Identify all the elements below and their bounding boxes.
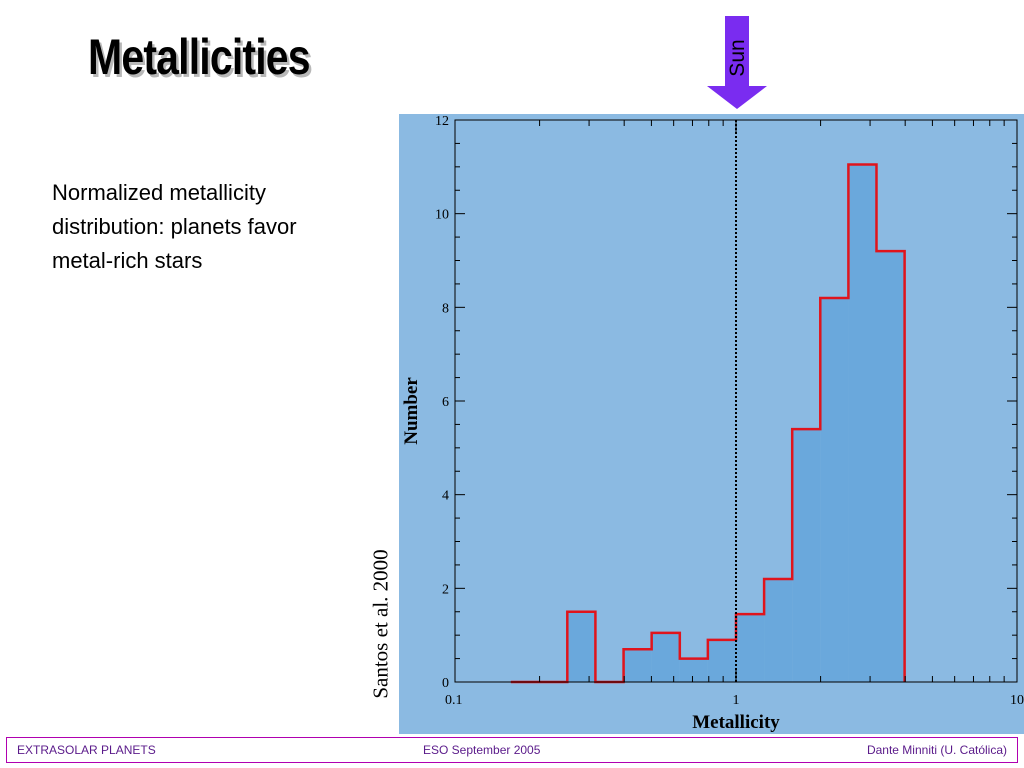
footer-right: Dante Minniti (U. Católica) (866, 743, 1007, 757)
x-axis-label: Metallicity (692, 712, 780, 733)
footer-left: EXTRASOLAR PLANETS (17, 743, 156, 757)
histogram-bar (848, 164, 877, 682)
y-axis-label: Number (401, 377, 422, 445)
footer-center: ESO September 2005 (423, 743, 541, 757)
x-tick-label: 1 (733, 693, 740, 708)
x-tick-label: 10 (1010, 693, 1024, 708)
x-tick-label: 0.1 (445, 693, 463, 708)
histogram-bar (567, 611, 596, 682)
slide-description: Normalized metallicity distribution: pla… (52, 180, 297, 273)
histogram-bar (651, 632, 680, 682)
y-tick-label: 12 (435, 114, 449, 129)
histogram-bar (764, 578, 793, 682)
footer-bar: EXTRASOLAR PLANETS ESO September 2005 Da… (6, 737, 1018, 763)
y-tick-label: 4 (442, 489, 449, 504)
y-tick-label: 0 (442, 676, 449, 691)
y-tick-label: 2 (442, 582, 449, 597)
histogram-bar (876, 251, 905, 682)
citation-credit: Santos et al. 2000 (368, 549, 393, 699)
y-tick-label: 6 (442, 395, 449, 410)
histogram-bar (820, 297, 849, 682)
sun-label: Sun (726, 39, 749, 77)
sun-arrow-icon (707, 16, 767, 109)
histogram-bar (736, 614, 765, 682)
slide-title: Metallicities (88, 29, 311, 85)
metallicity-histogram: 0 2 4 6 8 10 12 0.1 1 10 Metallicity Number (399, 114, 1024, 734)
histogram-bar (679, 658, 708, 682)
histogram-bar (623, 649, 652, 682)
chart-panel-background (399, 114, 1024, 734)
y-tick-label: 10 (435, 208, 449, 223)
y-tick-label: 8 (442, 301, 449, 316)
histogram-bar (707, 639, 736, 682)
histogram-bar (792, 429, 821, 682)
